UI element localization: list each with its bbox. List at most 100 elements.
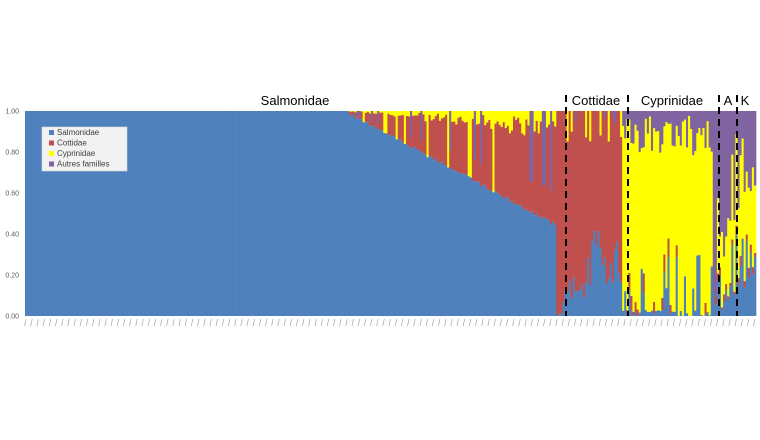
bar-segment-salmonidae (385, 133, 388, 316)
bar-segment-cottidae (422, 114, 425, 154)
bar-segment-salmonidae (323, 111, 326, 316)
bar-segment-salmonidae (257, 111, 261, 316)
bar-segment-cottidae (445, 114, 448, 166)
bar-segment-cottidae (576, 111, 580, 292)
bar-segment-cyprinidae (630, 142, 633, 296)
bar-segment-salmonidae (373, 125, 376, 316)
bar-segment-cyprinidae (515, 111, 518, 120)
bar-segment-cottidae (381, 112, 384, 131)
bar-segment-salmonidae (743, 287, 747, 316)
bar-segment-autres-familles (640, 111, 644, 149)
bar-segment-cottidae (638, 312, 642, 314)
bar-segment-salmonidae (712, 290, 716, 316)
bar-segment-autres-familles (531, 111, 534, 181)
bar-segment-salmonidae (335, 111, 339, 316)
bar-segment-salmonidae (418, 150, 421, 316)
bar-segment-cyprinidae (644, 118, 648, 311)
bar-segment-cyprinidae (434, 111, 438, 117)
bar-segment-salmonidae (235, 111, 238, 316)
x-tick-mark (672, 318, 675, 327)
bar-segment-cyprinidae (749, 191, 753, 245)
bar-segment-salmonidae (144, 111, 147, 316)
x-tick-mark (740, 318, 743, 327)
x-tick-mark (55, 318, 58, 327)
bar-segment-salmonidae (152, 111, 156, 316)
bar-segment-salmonidae (513, 203, 516, 316)
bar-segment-salmonidae (438, 162, 442, 316)
bar-segment-salmonidae (665, 288, 668, 316)
bar-segment-cottidae (453, 121, 456, 171)
bar-segment-cottidae (352, 111, 355, 114)
bar-segment-autres-familles (449, 111, 452, 151)
x-tick-mark (660, 318, 663, 327)
bar-segment-autres-familles (690, 111, 693, 129)
x-tick-mark (345, 318, 348, 327)
bar-segment-cottidae (558, 111, 561, 315)
bar-segment-salmonidae (228, 111, 232, 316)
bar-segment-cottidae (484, 125, 487, 186)
bar-segment-cyprinidae (504, 111, 508, 128)
bar-segment-cyprinidae (716, 198, 720, 274)
bar-segment-cottidae (712, 288, 716, 291)
bar-segment-salmonidae (290, 111, 294, 316)
bar-segment-cyprinidae (475, 111, 479, 125)
bar-segment-salmonidae (80, 111, 84, 316)
bar-segment-salmonidae (47, 111, 51, 316)
bar-segment-cyprinidae (638, 151, 642, 313)
bar-segment-salmonidae (471, 181, 475, 316)
bar-segment-salmonidae (414, 146, 417, 316)
bar-segment-cyprinidae (368, 111, 372, 114)
bar-segment-salmonidae (597, 230, 600, 316)
x-tick-mark (388, 318, 391, 327)
x-tick-mark (512, 318, 515, 327)
bar-segment-cyprinidae (521, 111, 524, 134)
bar-segment-cottidae (360, 111, 364, 119)
x-tick-mark (339, 318, 342, 327)
x-tick-mark (536, 318, 540, 327)
x-tick-mark (73, 318, 76, 327)
bar-segment-salmonidae (265, 111, 269, 316)
bar-segment-salmonidae (568, 281, 572, 316)
bar-segment-cottidae (609, 111, 613, 263)
bar-segment-salmonidae (222, 111, 226, 316)
bar-segment-salmonidae (605, 283, 609, 316)
bar-segment-cyprinidae (484, 111, 487, 126)
bar-segment-autres-familles (720, 111, 724, 232)
bar-segment-salmonidae (315, 111, 318, 316)
x-tick-mark (567, 318, 570, 327)
bar-segment-salmonidae (272, 111, 275, 316)
bar-segment-autres-familles (743, 111, 747, 192)
x-tick-mark (598, 318, 601, 327)
bar-segment-salmonidae (97, 111, 100, 316)
bar-segment-cyprinidae (548, 111, 551, 125)
bar-segment-cottidae (562, 111, 565, 303)
legend-swatch (49, 161, 54, 167)
bar-segment-cyprinidae (457, 111, 460, 118)
bar-segment-cottidae (554, 126, 557, 225)
x-tick-mark (592, 318, 595, 327)
bar-segment-salmonidae (243, 111, 246, 316)
bar-segment-salmonidae (362, 122, 366, 317)
x-tick-mark (271, 318, 274, 327)
bar-segment-cottidae (601, 111, 604, 266)
bar-segment-autres-familles (716, 111, 720, 199)
bar-segment-salmonidae (387, 135, 390, 316)
bar-segment-salmonidae (88, 111, 92, 316)
x-tick-mark (407, 318, 410, 327)
bar-segment-cottidae (475, 124, 479, 183)
bar-segment-salmonidae (64, 111, 67, 316)
x-tick-mark (265, 318, 268, 327)
bar-segment-autres-familles (753, 111, 757, 186)
bar-segment-autres-familles (356, 111, 359, 117)
bar-segment-cyprinidae (727, 218, 730, 297)
bar-segment-salmonidae (521, 207, 524, 316)
bar-segment-salmonidae (218, 111, 221, 316)
bar-segment-cottidae (661, 297, 664, 311)
bar-segment-salmonidae (138, 111, 141, 316)
bar-segment-salmonidae (360, 118, 364, 316)
bar-segment-cyprinidae (659, 152, 662, 311)
x-tick-mark (116, 318, 119, 327)
bar-segment-cottidae (517, 117, 520, 205)
bar-segment-salmonidae (261, 111, 265, 316)
